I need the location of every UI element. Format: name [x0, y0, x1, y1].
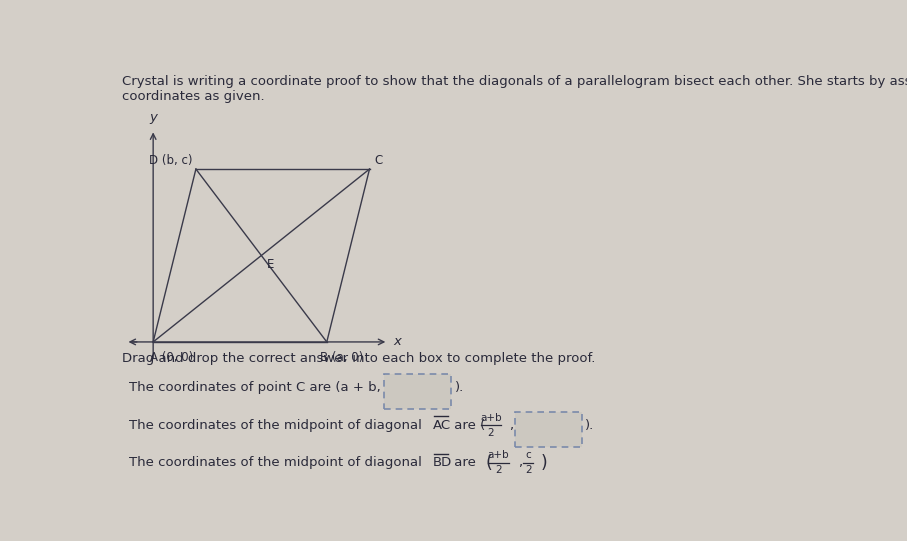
Text: A (0, 0): A (0, 0)	[150, 351, 193, 364]
Text: are: are	[450, 456, 480, 469]
Text: D (b, c): D (b, c)	[149, 154, 192, 167]
Text: BD: BD	[434, 456, 453, 469]
Text: Crystal is writing a coordinate proof to show that the diagonals of a parallelog: Crystal is writing a coordinate proof to…	[122, 75, 907, 88]
Text: y: y	[150, 111, 157, 124]
Text: ): )	[541, 454, 548, 472]
FancyBboxPatch shape	[515, 412, 581, 447]
Text: c: c	[525, 450, 531, 460]
Text: are (: are (	[450, 419, 485, 432]
Text: a+b: a+b	[488, 450, 510, 460]
Text: ,: ,	[518, 456, 522, 469]
FancyBboxPatch shape	[384, 374, 451, 410]
Text: 2: 2	[525, 465, 532, 475]
Text: ,: ,	[509, 419, 513, 432]
Text: 2: 2	[495, 465, 502, 475]
Text: B (a, 0): B (a, 0)	[320, 351, 363, 364]
Text: ).: ).	[585, 419, 594, 432]
Text: ).: ).	[455, 381, 464, 394]
Text: Drag and drop the correct answer into each box to complete the proof.: Drag and drop the correct answer into ea…	[122, 352, 595, 365]
Text: coordinates as given.: coordinates as given.	[122, 90, 265, 103]
Text: The coordinates of the midpoint of diagonal: The coordinates of the midpoint of diago…	[129, 456, 426, 469]
Text: 2: 2	[488, 428, 494, 438]
Text: (: (	[486, 454, 493, 472]
Text: C: C	[375, 154, 383, 167]
Text: AC: AC	[434, 419, 452, 432]
Text: x: x	[393, 335, 401, 348]
Text: The coordinates of the midpoint of diagonal: The coordinates of the midpoint of diago…	[129, 419, 426, 432]
Text: The coordinates of point C are (a + b,: The coordinates of point C are (a + b,	[129, 381, 381, 394]
Text: a+b: a+b	[480, 413, 502, 423]
Text: E: E	[267, 258, 274, 270]
